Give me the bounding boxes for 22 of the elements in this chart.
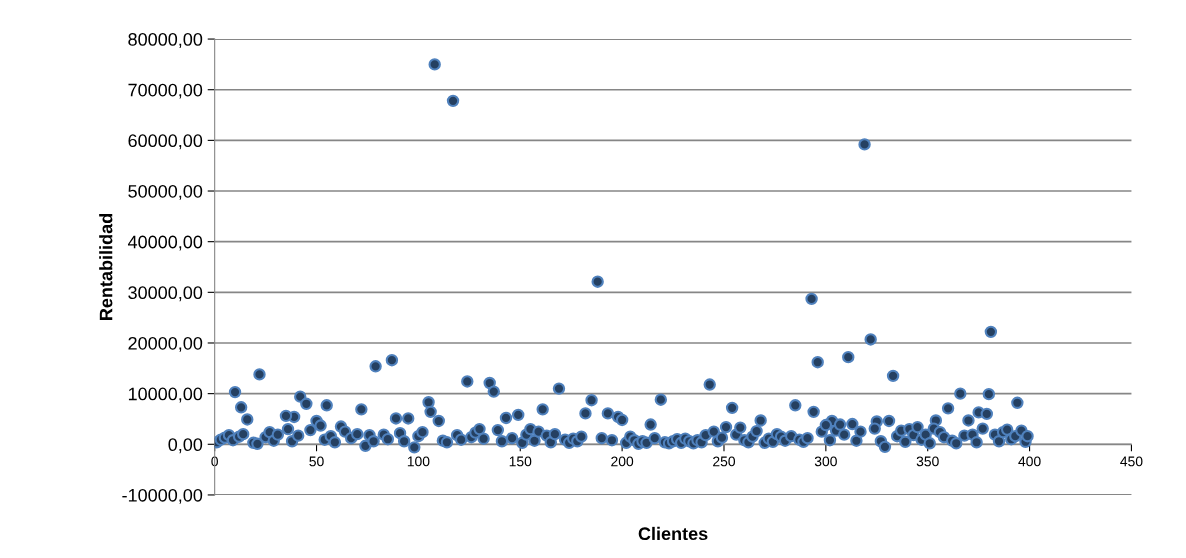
x-axis-title: Clientes bbox=[638, 526, 708, 541]
y-tick-label: 40000,00 bbox=[127, 235, 203, 251]
x-tick-label: 450 bbox=[1120, 456, 1143, 467]
y-axis-title: Rentabilidad bbox=[99, 214, 113, 320]
x-tick-label: 250 bbox=[713, 456, 736, 467]
y-tick-label: 0,00 bbox=[168, 438, 203, 454]
x-tick-label: 0 bbox=[211, 456, 218, 467]
y-tick-label: -10000,00 bbox=[122, 488, 203, 504]
y-tick-label: 70000,00 bbox=[128, 83, 203, 99]
x-tick-label: 100 bbox=[407, 456, 430, 467]
y-tick-label: 60000,00 bbox=[128, 134, 203, 150]
x-tick-label: 350 bbox=[916, 456, 939, 467]
y-tick-label: 30000,00 bbox=[128, 286, 203, 302]
y-tick-label: 20000,00 bbox=[128, 336, 203, 352]
y-tick-label: 50000,00 bbox=[128, 184, 203, 200]
x-tick-label: 300 bbox=[814, 456, 837, 467]
y-tick-label: 10000,00 bbox=[128, 387, 203, 403]
x-tick-label: 400 bbox=[1018, 456, 1041, 467]
x-tick-label: 200 bbox=[611, 456, 634, 467]
y-tick-label: 80000,00 bbox=[128, 32, 203, 48]
x-tick-label: 50 bbox=[309, 456, 324, 467]
x-tick-label: 150 bbox=[509, 456, 532, 467]
